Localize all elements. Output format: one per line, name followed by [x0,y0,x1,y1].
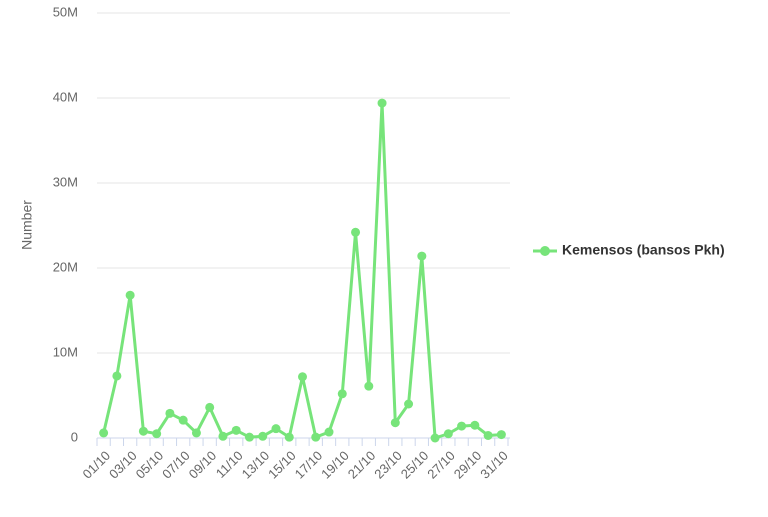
y-axis-title: Number [19,200,35,250]
x-tick-label: 25/10 [398,448,432,482]
x-tick-label: 03/10 [106,448,140,482]
x-tick-label: 05/10 [133,448,167,482]
x-tick-label: 15/10 [265,448,299,482]
point [470,420,480,430]
point [364,381,374,391]
y-tick-label: 0 [71,429,78,444]
legend-label: Kemensos (bansos Pkh) [562,242,725,258]
point [311,432,321,442]
x-tick-label: 13/10 [239,448,273,482]
point [191,428,201,438]
point [457,421,467,431]
x-tick-label: 07/10 [159,448,193,482]
y-tick-label: 50M [53,4,78,19]
x-tick-label: 21/10 [345,448,379,482]
x-tick-label: 23/10 [371,448,405,482]
point [271,424,281,434]
point [483,430,493,440]
point [443,429,453,439]
point [218,431,228,441]
point [178,415,188,425]
y-tick-label: 30M [53,174,78,189]
point [165,408,175,418]
y-tick-label: 20M [53,259,78,274]
x-tick-label: 27/10 [424,448,458,482]
point [125,290,135,300]
point [231,425,241,435]
point [351,227,361,237]
point [99,428,109,438]
point [138,426,148,436]
point [284,432,294,442]
point [430,433,440,443]
x-tick-label: 11/10 [213,448,246,481]
line [102,101,502,440]
x-tick-label: 31/10 [477,448,511,482]
x-tick-label: 17/10 [292,448,326,482]
point [152,429,162,439]
point [244,432,254,442]
point [337,389,347,399]
x-tick-label: 19/10 [318,448,352,482]
point [496,430,506,440]
legend-marker [540,246,550,256]
point [390,418,400,428]
y-tick-label: 40M [53,89,78,104]
x-tick-label: 01/10 [80,448,114,482]
point [205,402,215,412]
y-tick-label: 10M [53,344,78,359]
point [417,251,427,261]
point [324,427,334,437]
point [298,372,307,382]
point [404,399,414,409]
point [258,431,268,441]
x-tick-label: 09/10 [186,448,220,482]
point [112,371,122,381]
x-tick-label: 29/10 [451,448,485,482]
point [377,98,387,108]
